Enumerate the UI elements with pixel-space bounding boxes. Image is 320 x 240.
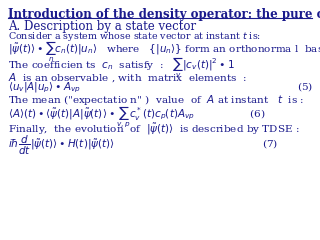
Text: Finally,  the evolution  of  $|\tilde{\psi}(t)\rangle$  is described by TDSE :: Finally, the evolution of $|\tilde{\psi}… (8, 122, 300, 137)
Text: Consider a system whose state vector at instant $t$ is:: Consider a system whose state vector at … (8, 30, 261, 43)
Text: A. Description by a state vector: A. Description by a state vector (8, 20, 196, 33)
Text: Introduction of the density operator: the pure case: Introduction of the density operator: th… (8, 8, 320, 21)
Text: $\langle A\rangle(t)  \bullet \langle\tilde{\psi}(t)|A|\tilde{\psi}(t)\rangle \b: $\langle A\rangle(t) \bullet \langle\til… (8, 104, 266, 129)
Text: $A$  is an observable , with  matrix  elements  :: $A$ is an observable , with matrix eleme… (8, 71, 247, 84)
Text: $\langle u_v|A|u_p\rangle \bullet A_{vp}$                                       : $\langle u_v|A|u_p\rangle \bullet A_{vp}… (8, 81, 313, 96)
Text: $i\hbar \dfrac{d}{dt}|\tilde{\psi}(t)\rangle \bullet H(t)|\tilde{\psi}(t)\rangle: $i\hbar \dfrac{d}{dt}|\tilde{\psi}(t)\ra… (8, 134, 278, 157)
Text: The mean ("expectatio n" )  value  of  $A$ at instant   $t$  is :: The mean ("expectatio n" ) value of $A$ … (8, 93, 304, 107)
Text: $|\tilde{\psi}(t)\rangle \bullet \sum_n c_n(t)|u_n\rangle$   where   $\{|u_n\ran: $|\tilde{\psi}(t)\rangle \bullet \sum_n … (8, 40, 320, 64)
Text: The coefficien ts  $c_n$  satisfy  :   $\sum_v |c_v(t)|^2 \bullet 1$            : The coefficien ts $c_n$ satisfy : $\sum_… (8, 56, 320, 80)
